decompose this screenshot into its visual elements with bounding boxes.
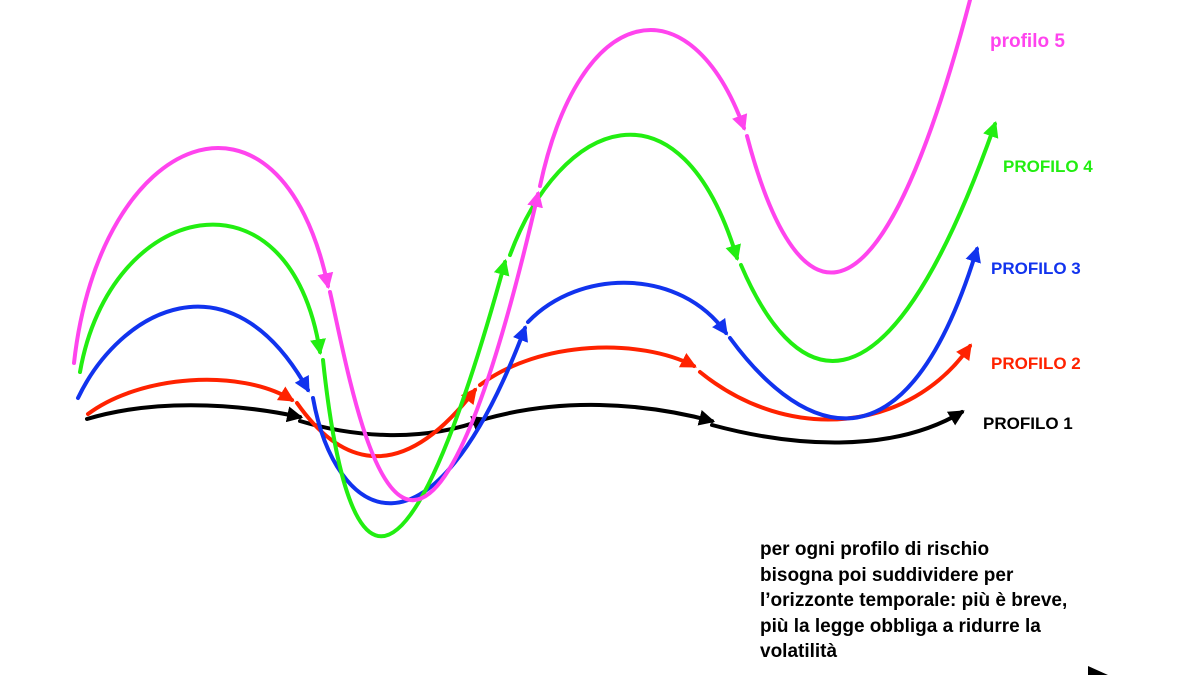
profile-4-segment-3 (508, 132, 741, 262)
profile-3-segment-1 (76, 304, 310, 400)
profile-1-segment-4 (710, 410, 965, 445)
profile-2-label: PROFILO 2 (991, 354, 1081, 373)
profile-4-segment-2 (321, 258, 510, 539)
profile-3-segment-4 (728, 245, 981, 421)
profile-5-segment-3 (538, 28, 748, 188)
profile-3-label: PROFILO 3 (991, 259, 1081, 278)
profile-5-segment-1 (72, 146, 334, 365)
risk-horizon-note: per ogni profilo di rischio bisogna poi … (760, 537, 1140, 665)
profile-5-segment-4 (745, 0, 972, 275)
note-line: l’orizzonte temporale: più è breve, (760, 590, 1068, 611)
profile-5-label: profilo 5 (990, 31, 1065, 52)
profile-4-segment-1 (78, 222, 326, 374)
profile-4-label: PROFILO 4 (1003, 157, 1093, 176)
profile-4-curve (78, 120, 999, 539)
profile-2-curve (86, 343, 972, 458)
profile-1-segment-3 (483, 402, 716, 426)
profile-2-segment-1 (86, 377, 295, 416)
note-line: volatilità (760, 641, 838, 662)
profile-1-segment-1 (85, 403, 304, 423)
profile-5-curve (72, 0, 972, 503)
profile-4-segment-4 (739, 120, 999, 363)
profile-1-curve (85, 402, 965, 445)
continuation-arrowhead (1088, 666, 1108, 675)
profile-3-segment-3 (526, 280, 728, 336)
profile-2-segment-2 (295, 387, 477, 458)
profile-5-segment-2 (328, 190, 543, 503)
profile-3-segment-2 (311, 325, 528, 506)
note-line: più la legge obbliga a ridurre la (760, 615, 1041, 637)
note-line: per ogni profilo di rischio (760, 539, 990, 560)
note-line: bisogna poi suddividere per (760, 564, 1014, 586)
profile-3-curve (76, 245, 981, 506)
profile-1-label: PROFILO 1 (983, 414, 1073, 433)
profile-2-segment-3 (478, 345, 697, 387)
